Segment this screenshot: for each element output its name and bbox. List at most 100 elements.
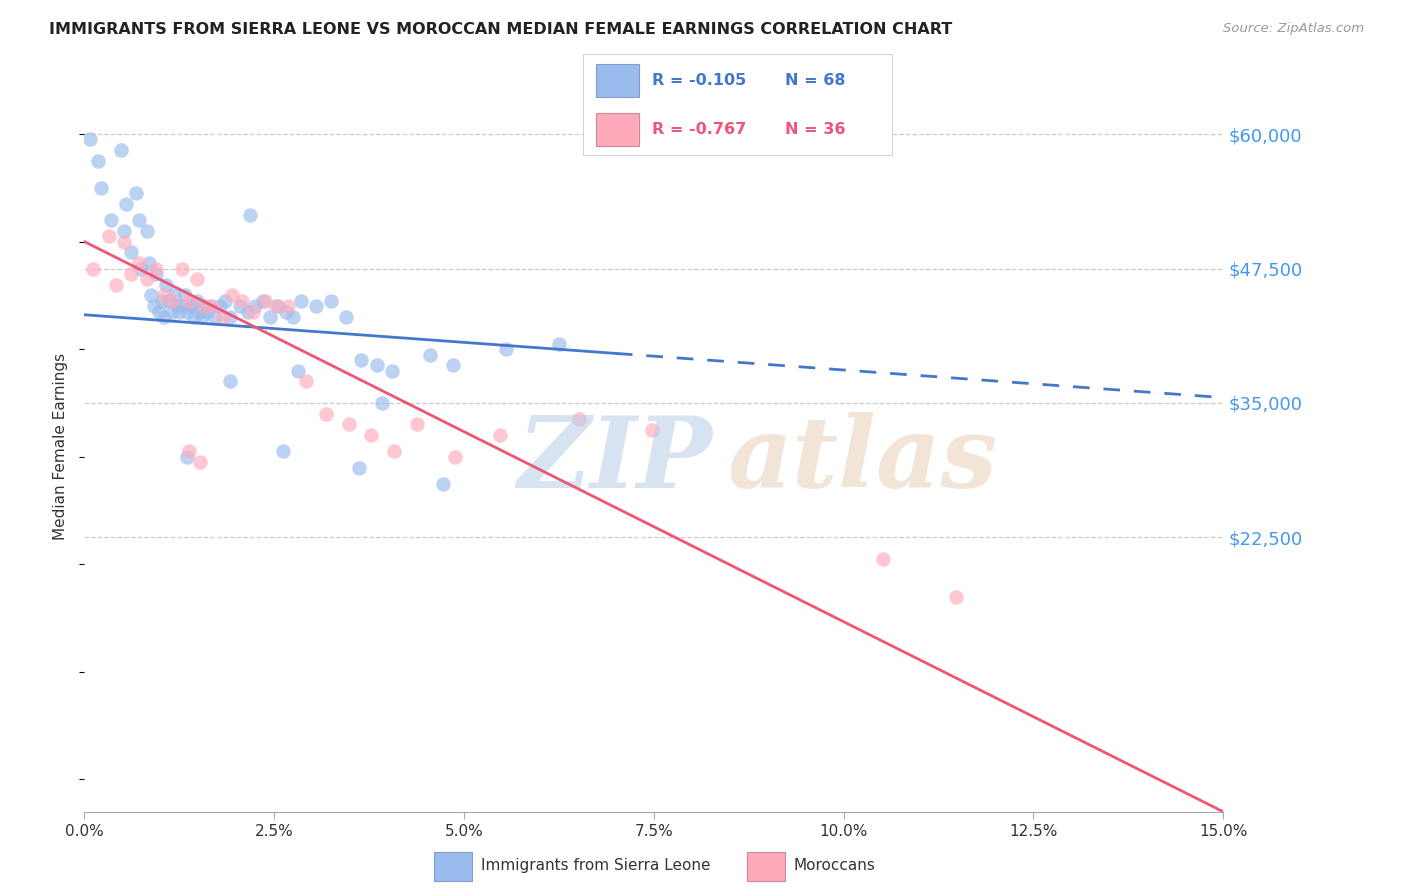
Point xyxy=(170,261,193,276)
Point xyxy=(219,375,242,389)
Point xyxy=(145,267,167,281)
Point xyxy=(211,310,233,324)
Point xyxy=(181,299,204,313)
Point xyxy=(193,299,215,313)
Point xyxy=(160,304,183,318)
Point xyxy=(110,143,132,157)
Point xyxy=(371,396,394,410)
Point xyxy=(79,132,101,146)
Point xyxy=(150,293,173,308)
FancyBboxPatch shape xyxy=(596,64,640,96)
Point xyxy=(945,590,967,604)
Point xyxy=(271,444,294,458)
Point xyxy=(166,299,188,313)
Point xyxy=(254,293,277,308)
Point xyxy=(267,299,290,313)
Point xyxy=(188,455,211,469)
Point xyxy=(135,272,157,286)
Point xyxy=(155,277,177,292)
Point xyxy=(176,450,198,464)
Point xyxy=(208,299,231,313)
Point xyxy=(128,213,150,227)
Point xyxy=(204,310,226,324)
Point xyxy=(360,428,382,442)
Point xyxy=(641,423,664,437)
Point xyxy=(321,293,343,308)
Point xyxy=(128,256,150,270)
Point xyxy=(432,476,454,491)
Point xyxy=(179,293,201,308)
Point xyxy=(120,245,142,260)
Point xyxy=(193,299,215,313)
Point xyxy=(153,310,176,324)
Point xyxy=(290,293,312,308)
Point xyxy=(125,186,148,201)
Point xyxy=(97,229,120,244)
Point xyxy=(135,224,157,238)
Point xyxy=(236,304,259,318)
Point xyxy=(198,299,221,313)
Point xyxy=(381,364,404,378)
Point xyxy=(872,552,894,566)
Point xyxy=(112,235,135,249)
Point xyxy=(157,293,180,308)
Point xyxy=(347,460,370,475)
Text: ZIP: ZIP xyxy=(517,412,711,508)
FancyBboxPatch shape xyxy=(433,852,472,881)
Point xyxy=(287,364,309,378)
Point xyxy=(337,417,360,432)
Point xyxy=(145,261,167,276)
Point xyxy=(568,412,591,426)
Text: Immigrants from Sierra Leone: Immigrants from Sierra Leone xyxy=(481,858,710,872)
Point xyxy=(82,261,104,276)
Point xyxy=(495,342,517,356)
Point xyxy=(489,428,512,442)
Point xyxy=(176,304,198,318)
Point xyxy=(242,304,264,318)
Point xyxy=(141,288,163,302)
Point xyxy=(186,272,208,286)
Point xyxy=(153,288,176,302)
FancyBboxPatch shape xyxy=(747,852,785,881)
Point xyxy=(441,359,464,373)
Point xyxy=(115,197,138,211)
Point xyxy=(382,444,405,458)
Point xyxy=(201,299,224,313)
Point xyxy=(335,310,357,324)
Point xyxy=(264,299,287,313)
Point xyxy=(274,304,297,318)
Text: Source: ZipAtlas.com: Source: ZipAtlas.com xyxy=(1223,22,1364,36)
Point xyxy=(406,417,429,432)
Point xyxy=(148,304,170,318)
Point xyxy=(229,299,252,313)
Point xyxy=(419,348,441,362)
Point xyxy=(186,293,208,308)
Point xyxy=(183,310,205,324)
Text: atlas: atlas xyxy=(728,412,998,508)
Point xyxy=(170,299,193,313)
Text: IMMIGRANTS FROM SIERRA LEONE VS MOROCCAN MEDIAN FEMALE EARNINGS CORRELATION CHAR: IMMIGRANTS FROM SIERRA LEONE VS MOROCCAN… xyxy=(49,22,952,37)
Text: N = 68: N = 68 xyxy=(785,72,845,87)
Point xyxy=(239,208,262,222)
Point xyxy=(179,444,201,458)
Point xyxy=(163,288,186,302)
Point xyxy=(169,304,191,318)
Point xyxy=(120,267,142,281)
Point xyxy=(100,213,122,227)
Point xyxy=(138,256,160,270)
FancyBboxPatch shape xyxy=(583,54,893,156)
Point xyxy=(221,288,243,302)
Point xyxy=(87,153,110,168)
Point xyxy=(179,299,201,313)
Point xyxy=(259,310,281,324)
Point xyxy=(129,261,153,276)
Point xyxy=(195,304,218,318)
Text: R = -0.105: R = -0.105 xyxy=(651,72,745,87)
Point xyxy=(90,181,112,195)
Point xyxy=(295,375,318,389)
Point xyxy=(219,310,242,324)
Point xyxy=(366,359,388,373)
Point xyxy=(350,353,373,368)
Point xyxy=(252,293,274,308)
Point xyxy=(191,310,214,324)
